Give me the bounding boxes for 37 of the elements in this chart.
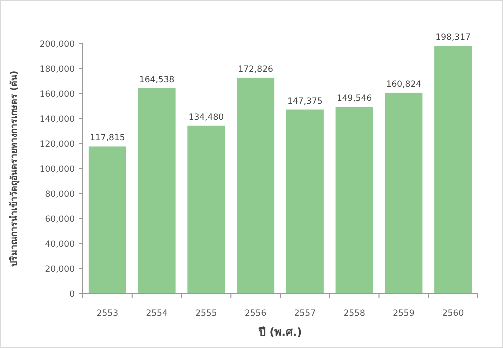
data-label: 160,824 <box>386 80 422 90</box>
y-tick-label: 120,000 <box>40 140 75 150</box>
y-tick-label: 20,000 <box>45 265 75 275</box>
x-tick-label: 2556 <box>244 309 267 319</box>
y-tick-label: 200,000 <box>40 40 75 50</box>
bar <box>188 126 226 294</box>
bar <box>237 78 275 294</box>
x-tick-label: 2555 <box>196 309 218 319</box>
x-tick-label: 2558 <box>344 309 366 319</box>
y-tick-label: 100,000 <box>40 165 75 175</box>
y-tick-label: 80,000 <box>45 190 75 200</box>
data-label: 172,826 <box>238 64 274 75</box>
x-tick-label: 2560 <box>442 309 464 319</box>
y-tick-label: 160,000 <box>40 90 75 100</box>
data-label: 149,546 <box>336 94 372 104</box>
data-label: 134,480 <box>188 112 224 123</box>
y-tick-label: 60,000 <box>45 215 75 225</box>
data-label: 198,317 <box>436 33 471 44</box>
x-axis-title: ปี (พ.ศ.) <box>258 326 302 339</box>
bar <box>385 92 423 294</box>
y-tick-label: 40,000 <box>45 240 75 250</box>
bar <box>138 88 176 294</box>
x-tick-label: 2557 <box>294 309 316 319</box>
bar <box>336 107 374 294</box>
data-label: 164,538 <box>139 75 175 86</box>
x-tick-label: 2559 <box>393 309 415 319</box>
y-tick-label: 140,000 <box>40 115 75 125</box>
x-tick-label: 2553 <box>96 309 119 319</box>
y-axis-title: ปริมาณการนำเข้าวัตถุอันตรายทางการเกษตร (ตัน) <box>9 70 20 268</box>
bar <box>88 146 126 294</box>
bar <box>286 110 324 294</box>
y-tick-label: 0 <box>70 290 75 300</box>
bar <box>434 46 472 294</box>
x-tick-label: 2554 <box>146 309 168 319</box>
y-tick-label: 180,000 <box>40 65 75 75</box>
data-label: 117,815 <box>90 134 126 144</box>
data-label: 147,375 <box>288 96 323 107</box>
